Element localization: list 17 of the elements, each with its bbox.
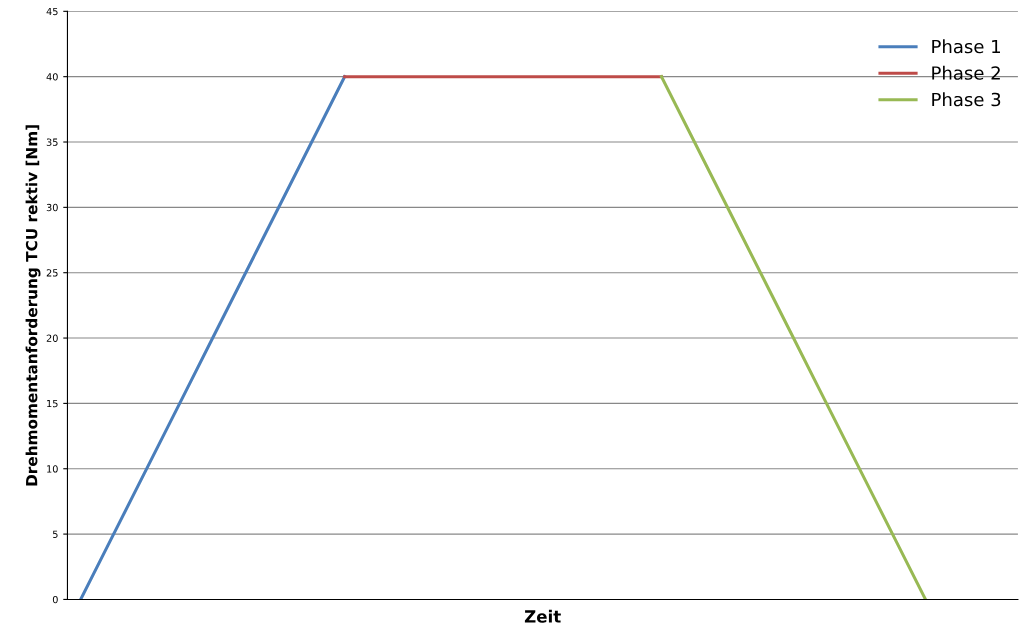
legend-label: Phase 1 bbox=[932, 39, 1000, 54]
y-tick-label: 45 bbox=[46, 7, 58, 16]
y-tick-label: 40 bbox=[46, 73, 58, 81]
y-tick-label: 0 bbox=[52, 595, 58, 604]
y-tick-label: 30 bbox=[46, 203, 58, 212]
legend-label: Phase 2 bbox=[932, 65, 1000, 80]
y-tick-label: 35 bbox=[46, 138, 58, 146]
y-tick-label: 25 bbox=[46, 269, 58, 277]
y-tick-label: 5 bbox=[52, 530, 58, 538]
x-axis-title: Zeit bbox=[524, 609, 561, 623]
y-tick-label: 20 bbox=[46, 334, 58, 342]
y-tick-label: 10 bbox=[47, 465, 58, 473]
legend-label: Phase 3 bbox=[932, 92, 1001, 107]
y-axis-title: Drehmomentanforderung TCU rektiv [Nm] bbox=[25, 125, 41, 486]
line-series bbox=[79, 75, 347, 600]
y-tick-label: 15 bbox=[47, 400, 58, 408]
line-series bbox=[659, 75, 928, 600]
